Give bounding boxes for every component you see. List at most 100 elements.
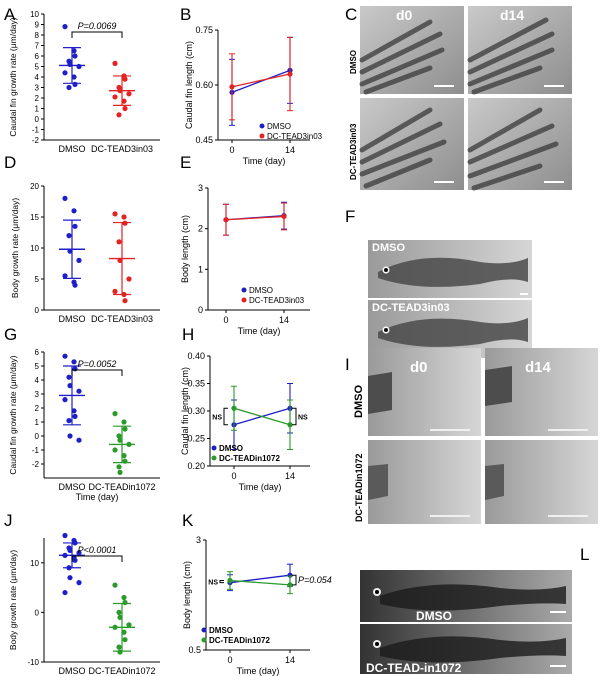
x-category-label: DMSO (59, 666, 86, 676)
data-point (76, 437, 82, 443)
left-bracket (219, 579, 224, 584)
y-tick-label: 7 (35, 42, 40, 51)
y-tick-label: 3 (196, 535, 201, 545)
y-tick-label: -10 (27, 658, 39, 667)
photo-l-label-tead: DC-TEAD-in1072 (366, 661, 462, 675)
legend-marker (241, 287, 247, 293)
panel-letter-f: F (345, 207, 355, 226)
data-point (76, 63, 82, 70)
y-tick-label: 0 (198, 305, 203, 315)
data-point (112, 411, 118, 417)
y-axis-label: Caudal fin length (cm) (180, 367, 190, 455)
data-point (122, 298, 128, 304)
y-tick-label: 5 (35, 362, 40, 371)
photo-c-row-dmso: DMSO (349, 50, 358, 74)
panel-letter-c: C (345, 5, 357, 24)
panel-letter-a: A (4, 5, 16, 24)
legend-marker (201, 627, 207, 633)
panel-letter-l: L (580, 545, 589, 564)
series-line (225, 215, 285, 221)
data-point (126, 276, 132, 282)
data-point (117, 469, 123, 475)
x-category-label: DC-TEAD3in03 (91, 144, 153, 154)
significance-bracket (71, 369, 123, 376)
panel-letter-i: I (345, 355, 350, 374)
data-point (229, 84, 235, 90)
legend-marker (241, 297, 247, 303)
y-tick-label: 15 (30, 213, 39, 222)
data-point (67, 547, 73, 554)
data-point (117, 614, 123, 620)
x-category-label: DC-TEADin1072 (88, 482, 155, 492)
y-tick-label: 1 (35, 105, 40, 114)
data-point (287, 582, 293, 588)
y-tick-label: 0.20 (187, 461, 205, 471)
data-point (112, 211, 118, 217)
y-tick-label: -1 (32, 446, 40, 455)
data-point (287, 71, 293, 77)
photo-l-label-dmso: DMSO (416, 609, 452, 623)
panel-letter-h: H (182, 325, 194, 344)
y-tick-label: 1 (35, 418, 40, 427)
data-point (62, 195, 68, 201)
series-line (229, 579, 291, 586)
legend-label: DMSO (267, 122, 291, 131)
x-tick-label: 14 (279, 315, 289, 325)
y-tick-label: 5 (35, 63, 40, 72)
x-axis-label: Time (day) (76, 492, 119, 502)
y-axis-label: Caudal fin length (cm) (184, 41, 194, 129)
legend-label: DC-TEADin1072 (219, 454, 280, 463)
y-tick-label: 6 (35, 348, 40, 357)
x-category-label: DMSO (59, 144, 86, 154)
photo-c-col-d0: d0 (396, 7, 413, 23)
photo-panel-l: DMSO DC-TEAD-in1072 (360, 570, 572, 675)
y-tick-label: 3 (35, 390, 40, 399)
x-category-label: DMSO (59, 482, 86, 492)
legend-marker (259, 123, 265, 129)
panel-letter-e: E (180, 153, 191, 172)
data-point (122, 76, 128, 82)
p-value-annotation: P=0.0052 (78, 359, 117, 369)
y-tick-label: 20 (30, 182, 39, 191)
p-value-annotation: P=0.0069 (78, 21, 117, 31)
right-bracket (292, 407, 297, 426)
y-tick-label: 0.25 (187, 434, 205, 444)
photo-i-col-d0: d0 (410, 359, 428, 376)
photo-f-label-tead: DC-TEAD3in03 (372, 302, 450, 314)
data-point (72, 53, 78, 59)
y-tick-label: 0 (35, 306, 40, 315)
data-point (66, 418, 72, 424)
panel-letter-j: J (4, 511, 13, 530)
photo-f-label-dmso: DMSO (372, 242, 405, 254)
data-point (116, 609, 122, 616)
data-point (72, 557, 78, 563)
chart-d: 0 5 10 15 20 Body growth rate (μm/day) DMSO DC-… (10, 182, 160, 324)
y-tick-label: 2 (35, 94, 40, 103)
panel-letter-g: G (4, 325, 17, 344)
data-point (72, 282, 78, 288)
data-point (72, 413, 78, 419)
data-point (71, 208, 77, 214)
data-point (121, 629, 127, 635)
x-category-label: DC-TEADin1072 (88, 666, 155, 676)
data-point (66, 233, 72, 239)
data-point (62, 353, 68, 359)
y-axis-label: Body growth rate (μm/day) (8, 550, 18, 650)
x-category-label: DC-TEAD3in03 (91, 314, 153, 324)
y-tick-label: 0.5 (188, 645, 201, 655)
data-point (112, 94, 118, 100)
legend-marker (211, 445, 217, 451)
data-point (116, 644, 122, 650)
y-axis-label: Body length (cm) (180, 215, 190, 283)
data-point (112, 582, 118, 588)
series-line (231, 73, 291, 88)
right-annotation: P=0.054 (298, 575, 332, 585)
legend-marker (201, 637, 207, 643)
y-tick-label: 2 (198, 224, 203, 234)
y-tick-label: 10 (30, 559, 39, 568)
y-tick-label: 0.45 (195, 135, 213, 145)
y-tick-label: 0.35 (187, 379, 205, 389)
right-annotation: NS (298, 415, 308, 422)
data-point (223, 217, 229, 223)
